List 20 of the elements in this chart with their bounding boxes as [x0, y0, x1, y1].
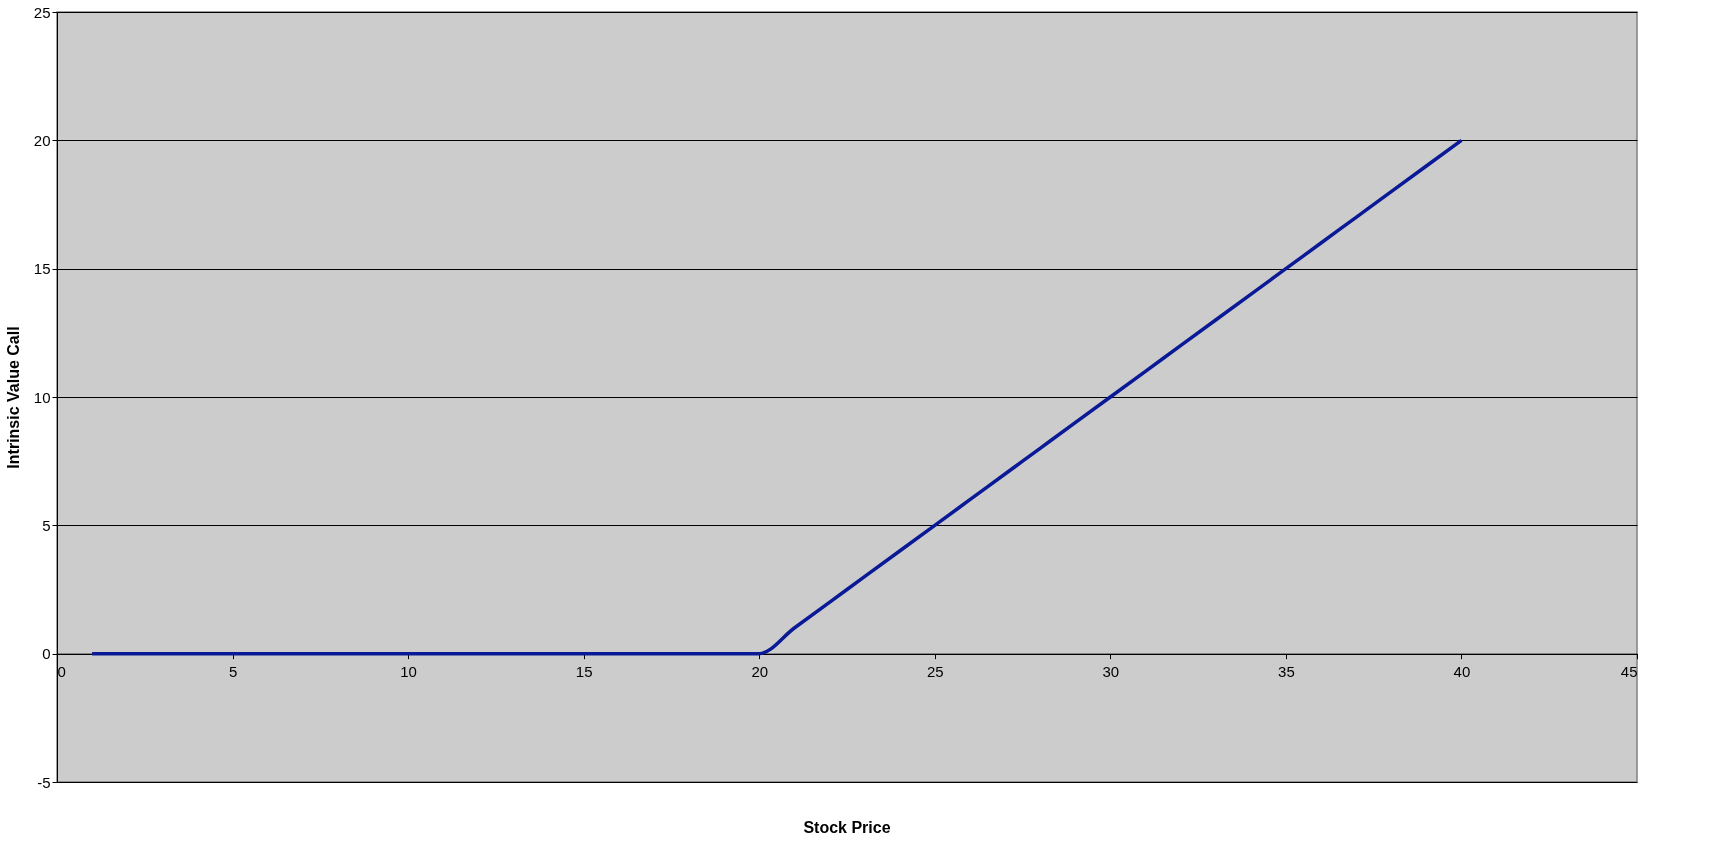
x-tick-label: 20	[751, 663, 769, 681]
x-tick-label: 45	[1620, 663, 1638, 681]
x-tick-label: 15	[575, 663, 593, 681]
y-tick-label: 25	[33, 3, 51, 21]
x-tick-label: 0	[57, 663, 66, 681]
y-tick-label: 15	[33, 260, 51, 278]
y-tick-label: 0	[42, 645, 51, 663]
y-tick-label: 10	[33, 388, 51, 406]
y-tick-label: 5	[42, 516, 51, 534]
x-tick-label: 5	[228, 663, 238, 681]
x-tick-label: 40	[1453, 663, 1471, 681]
x-tick-label: 10	[400, 663, 417, 681]
x-axis-title: Stock Price	[803, 819, 891, 836]
x-tick-label: 35	[1278, 663, 1295, 681]
y-tick-label: -5	[37, 773, 51, 791]
y-axis-title: Intrinsic Value Call	[4, 326, 22, 469]
x-tick-label: 25	[926, 663, 944, 681]
y-tick-label: 20	[33, 131, 51, 149]
line-series	[90, 138, 1464, 656]
x-tick-label: 30	[1102, 663, 1120, 681]
